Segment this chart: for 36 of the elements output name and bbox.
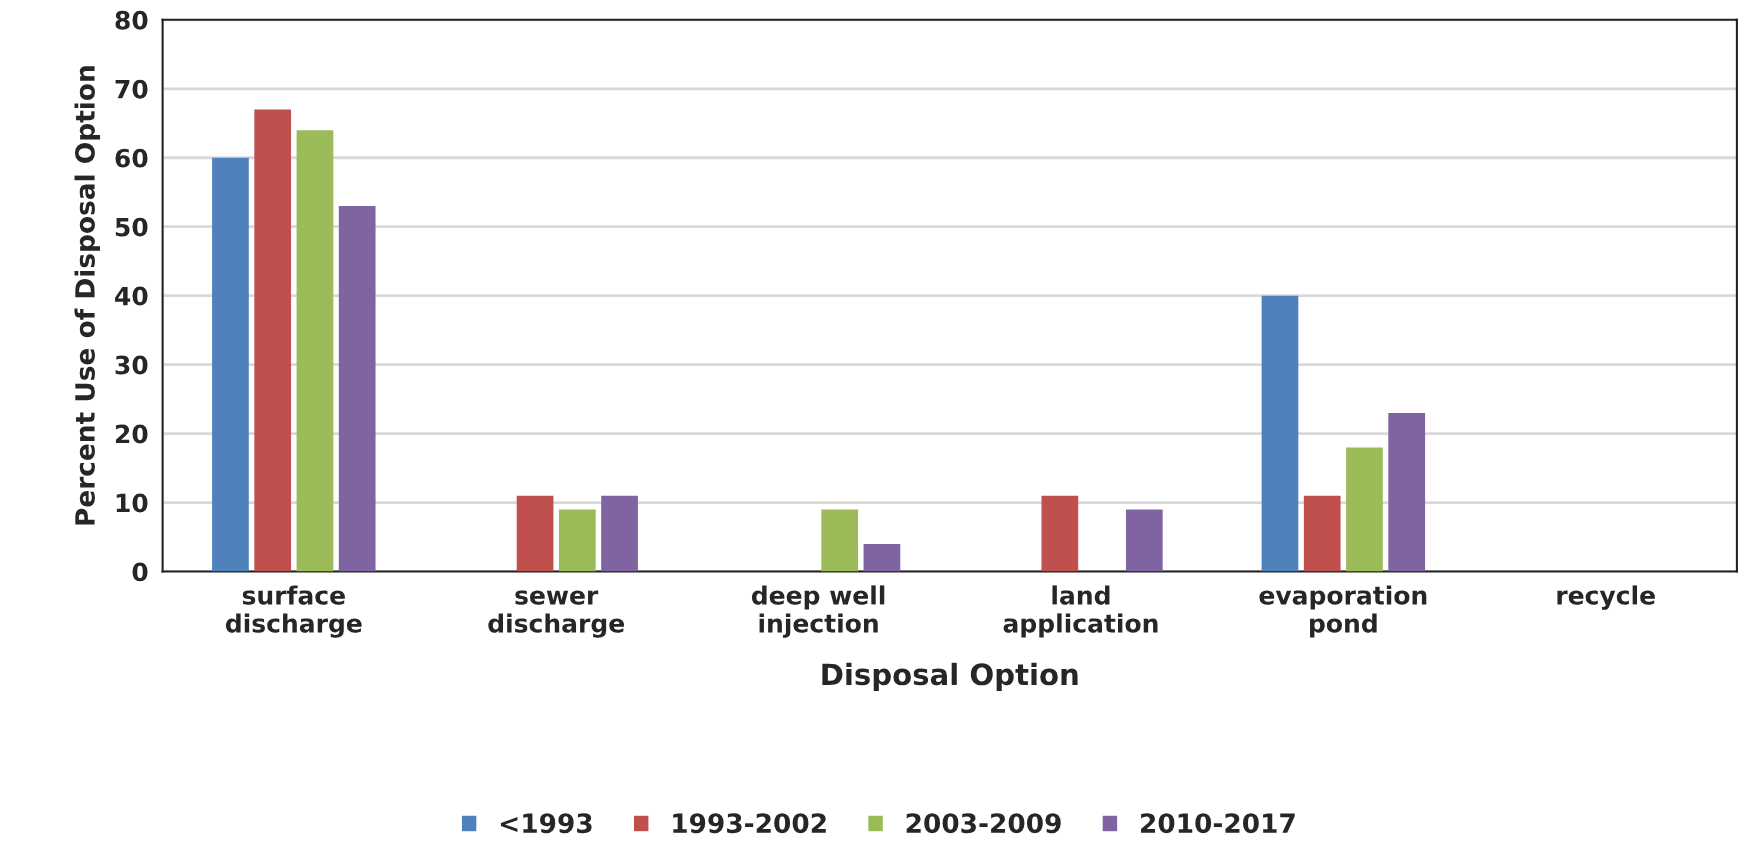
- y-tick-label: 20: [115, 424, 148, 444]
- y-tick-label: 40: [115, 286, 148, 306]
- y-axis-title: Percent Use of Disposal Option: [74, 66, 101, 525]
- legend-label: 1993-2002: [673, 813, 826, 834]
- bar: [1261, 295, 1299, 572]
- y-tick-label: 70: [115, 79, 148, 99]
- x-tick-label: surface discharge: [225, 585, 362, 638]
- bar: [1303, 495, 1341, 572]
- bar: [601, 495, 638, 572]
- y-tick-label: 30: [115, 355, 148, 375]
- legend-label: 2010-2017: [1141, 813, 1295, 834]
- x-tick-label: sewer discharge: [488, 590, 624, 638]
- y-tick-label: 60: [115, 148, 148, 168]
- x-tick-label: recycle: [1557, 585, 1655, 610]
- y-tick-label: 50: [115, 217, 148, 237]
- bar: [212, 157, 249, 572]
- bar: [1125, 509, 1163, 572]
- y-tick-label: 10: [116, 493, 148, 513]
- x-axis-title: Disposal Option: [822, 662, 1078, 692]
- bar: [296, 130, 334, 572]
- bar: [338, 206, 376, 572]
- y-tick-label: 80: [115, 10, 148, 30]
- x-tick-label: evaporation pond: [1259, 585, 1427, 638]
- legend-label: <1993: [500, 813, 592, 834]
- x-tick-label: land application: [1003, 585, 1158, 638]
- bar: [558, 509, 596, 572]
- bar: [1346, 447, 1383, 572]
- bar: [1388, 412, 1426, 572]
- legend-label: 2003-2009: [906, 813, 1061, 834]
- y-tick-label: 0: [132, 562, 148, 582]
- bar: [516, 495, 554, 572]
- bar: [863, 543, 901, 572]
- bar: [254, 109, 292, 572]
- x-tick-label: deep well injection: [751, 585, 885, 638]
- bar: [1041, 495, 1079, 572]
- bar: [821, 509, 859, 572]
